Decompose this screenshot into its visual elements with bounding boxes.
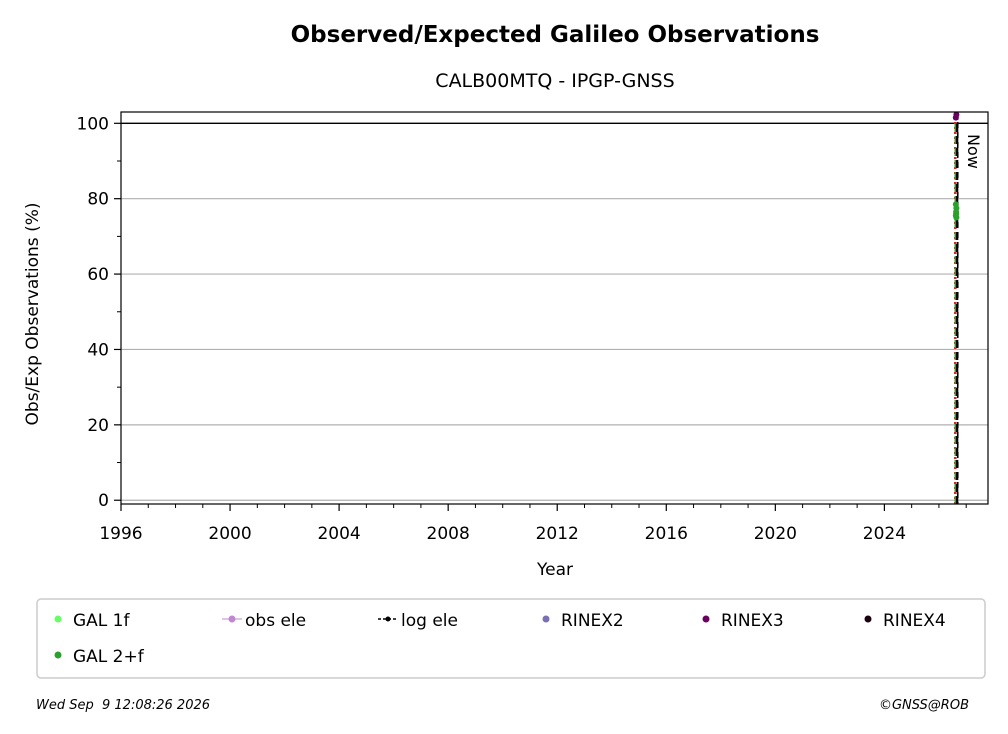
x-axis: 1996 2000 2004 2008 2012 2016 2020 2024 xyxy=(99,504,967,544)
x-tick-label: 2024 xyxy=(863,524,906,544)
legend-label: GAL 2+f xyxy=(73,647,145,667)
x-tick-label: 2000 xyxy=(208,524,251,544)
y-tick-label: 60 xyxy=(87,265,109,285)
data-point xyxy=(952,201,959,208)
grid-lines xyxy=(121,122,988,501)
legend-label: obs ele xyxy=(245,611,306,631)
data-points xyxy=(952,111,960,221)
legend-swatch xyxy=(702,615,710,623)
x-tick-label: 2020 xyxy=(754,524,797,544)
now-label: Now xyxy=(964,134,983,169)
y-axis: 0 20 40 60 80 100 xyxy=(77,114,121,511)
x-tick-label: 2016 xyxy=(645,524,688,544)
legend-swatch xyxy=(228,615,236,623)
x-axis-label: Year xyxy=(536,560,573,580)
legend-label: RINEX3 xyxy=(721,611,784,631)
y-axis-label: Obs/Exp Observations (%) xyxy=(23,203,43,426)
y-tick-label: 0 xyxy=(98,491,109,511)
legend-swatch xyxy=(385,616,391,622)
data-point xyxy=(953,111,960,118)
footer-credit: ©GNSS@ROB xyxy=(879,698,969,713)
vertical-markers xyxy=(953,112,959,504)
x-tick-label: 2012 xyxy=(536,524,579,544)
legend-swatch xyxy=(54,615,62,623)
y-tick-label: 40 xyxy=(87,340,109,360)
legend-label: log ele xyxy=(401,611,458,631)
x-tick-label: 1996 xyxy=(99,524,142,544)
legend-label: GAL 1f xyxy=(73,611,130,631)
y-tick-label: 20 xyxy=(87,416,109,436)
footer-timestamp: Wed Sep 9 12:08:26 2026 xyxy=(36,698,210,713)
legend-swatch xyxy=(542,615,550,623)
x-tick-label: 2004 xyxy=(317,524,360,544)
y-tick-label: 80 xyxy=(87,190,109,210)
plot-frame xyxy=(120,111,989,505)
legend-swatch xyxy=(864,615,872,623)
legend: GAL 1f obs ele log ele RINEX2 RINEX3 RINEX4 GA… xyxy=(54,611,946,667)
chart-title: Observed/Expected Galileo Observations xyxy=(291,22,820,48)
legend-swatch xyxy=(54,651,62,659)
legend-label: RINEX2 xyxy=(561,611,624,631)
chart-subtitle: CALB00MTQ - IPGP-GNSS xyxy=(435,70,674,92)
x-tick-label: 2008 xyxy=(427,524,470,544)
data-point xyxy=(953,214,960,221)
legend-box xyxy=(36,598,986,679)
y-tick-label: 100 xyxy=(77,114,109,134)
legend-label: RINEX4 xyxy=(883,611,946,631)
